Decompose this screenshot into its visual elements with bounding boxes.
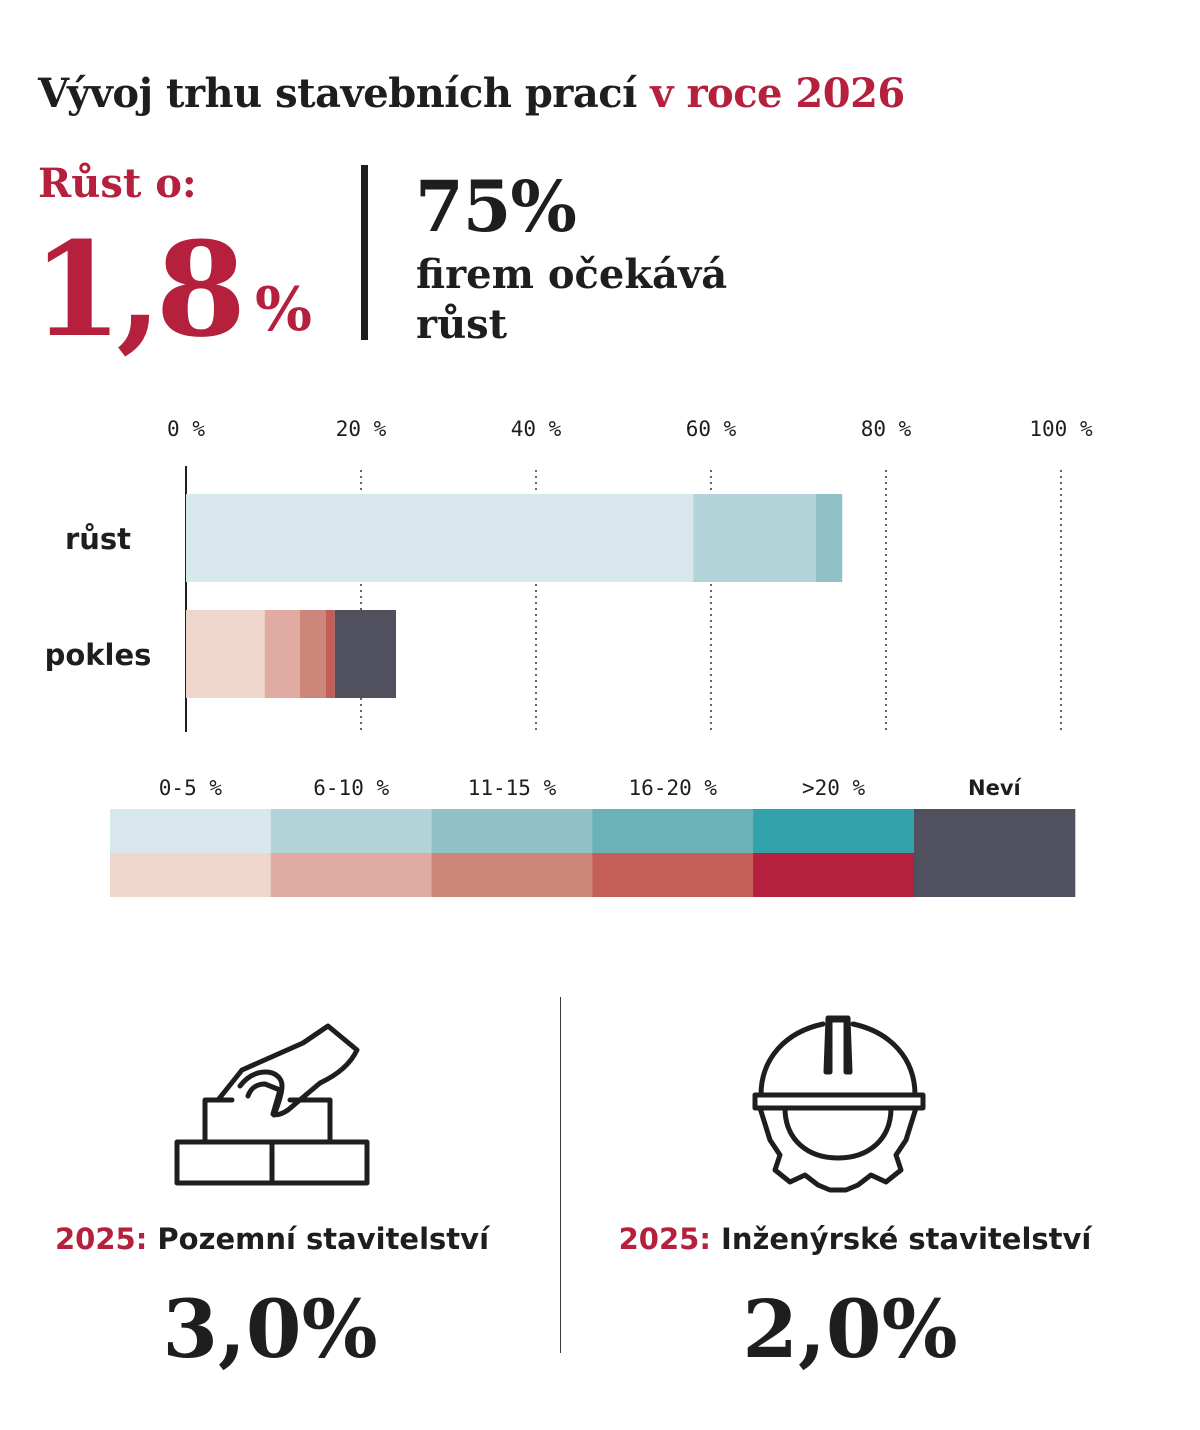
category-label-layer: růst pokles bbox=[45, 522, 152, 672]
kpi-divider bbox=[361, 165, 368, 340]
x-tick-label: 0 % bbox=[167, 417, 205, 441]
sector-label-inzenyrske: 2025: Inženýrské stavitelství bbox=[585, 1222, 1125, 1256]
legend-swatch-pokles bbox=[753, 853, 915, 897]
category-label: růst bbox=[65, 522, 131, 556]
chart-title: Vývoj trhu stavebních prací v roce 2026 bbox=[38, 70, 905, 117]
bar-segment bbox=[326, 610, 335, 698]
sector-value-pozemni: 3,0% bbox=[162, 1282, 378, 1376]
legend-swatch-rust bbox=[431, 809, 593, 853]
sector-divider bbox=[560, 997, 561, 1353]
legend-swatch-rust bbox=[592, 809, 754, 853]
legend-swatch-pokles bbox=[431, 853, 593, 897]
legend-label: 11-15 % bbox=[468, 776, 557, 800]
tick-label-layer: 0 % 20 % 40 % 60 % 80 % 100 % bbox=[167, 417, 1093, 441]
legend-swatch-rust bbox=[753, 809, 915, 853]
bar-segment bbox=[186, 494, 694, 582]
sector-year: 2025: bbox=[54, 1222, 148, 1256]
legend-swatch-rust bbox=[914, 809, 1076, 853]
x-tick-label: 100 % bbox=[1029, 417, 1093, 441]
legend-swatch-pokles bbox=[110, 853, 272, 897]
hand-bricks-icon bbox=[174, 1023, 370, 1186]
stacked-bar-chart: 0 % 20 % 40 % 60 % 80 % 100 % růst pokles 0-5 … bbox=[45, 417, 1093, 897]
legend-swatch-pokles bbox=[592, 853, 754, 897]
growth-value: 1,8 bbox=[32, 213, 246, 366]
sector-value-inzenyrske: 2,0% bbox=[742, 1282, 958, 1376]
legend-swatch-rust bbox=[110, 809, 272, 853]
legend-swatch-rust bbox=[270, 809, 433, 853]
x-tick-label: 20 % bbox=[336, 417, 387, 441]
growth-label: Růst o: bbox=[38, 160, 197, 207]
bar-layer bbox=[186, 494, 843, 698]
legend-label: 0-5 % bbox=[159, 776, 223, 800]
legend-label: Neví bbox=[968, 776, 1023, 800]
category-label: pokles bbox=[45, 638, 152, 672]
legend-label: >20 % bbox=[802, 776, 866, 800]
bar-segment bbox=[334, 610, 396, 698]
legend: 0-5 % 6-10 % 11-15 % 16-20 % >20 % Neví bbox=[110, 776, 1076, 897]
sector-year: 2025: bbox=[618, 1222, 711, 1256]
bar-segment bbox=[816, 494, 843, 582]
share-text: firem očekává růst bbox=[416, 251, 728, 348]
share-value: 75% bbox=[415, 165, 577, 248]
legend-label: 16-20 % bbox=[629, 776, 718, 800]
x-tick-label: 40 % bbox=[511, 417, 562, 441]
legend-swatch-pokles bbox=[270, 853, 433, 897]
sector-name: Pozemní stavitelství bbox=[157, 1222, 490, 1256]
legend-label: 6-10 % bbox=[313, 776, 389, 800]
bar-segment bbox=[693, 494, 816, 582]
x-tick-label: 60 % bbox=[686, 417, 737, 441]
sector-label-pozemni: 2025: Pozemní stavitelství bbox=[2, 1222, 542, 1256]
sector-name: Inženýrské stavitelství bbox=[721, 1222, 1092, 1256]
title-main: Vývoj trhu stavebních prací bbox=[38, 70, 637, 117]
title-highlight: v roce 2026 bbox=[650, 70, 905, 117]
bar-segment bbox=[299, 610, 326, 698]
x-tick-label: 80 % bbox=[861, 417, 912, 441]
legend-swatch-pokles bbox=[914, 853, 1076, 897]
bar-segment bbox=[186, 610, 265, 698]
growth-unit: % bbox=[255, 275, 313, 345]
helmet-gear-icon bbox=[752, 1015, 926, 1193]
bar-segment bbox=[264, 610, 300, 698]
